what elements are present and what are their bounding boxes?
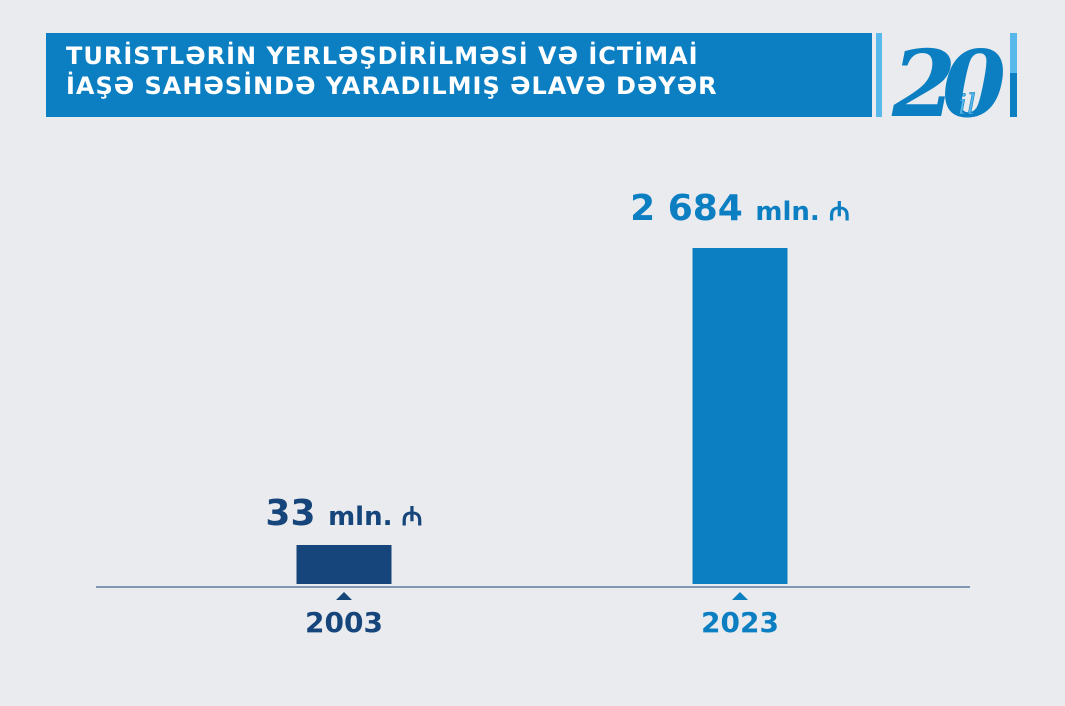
logo-word: il [958,88,976,121]
logo-stripe-right-top [1010,33,1017,73]
logo-number: 20 [891,30,1005,122]
logo-stripe-right [1010,33,1017,117]
title-line-2: İAŞƏ SAHƏSİNDƏ YARADILMIŞ ƏLAVƏ DƏYƏR [66,72,718,100]
x-tick-label-2003: 2003 [305,606,383,639]
bar-2003 [296,545,392,584]
anniversary-20-logo: 20 il [891,30,1008,122]
x-tick-label-2023: 2023 [701,606,779,639]
logo-stripe-left [876,33,882,117]
title-line-1: TURİSTLƏRİN YERLƏŞDİRİLMƏSİ VƏ İCTİMAİ [66,42,699,70]
tick-marker-2023 [732,592,748,600]
title-banner: TURİSTLƏRİN YERLƏŞDİRİLMƏSİ VƏ İCTİMAİ İ… [46,33,872,117]
chart-title: TURİSTLƏRİN YERLƏŞDİRİLMƏSİ VƏ İCTİMAİ İ… [66,41,718,101]
tick-marker-2003 [336,592,352,600]
data-label-2023: 2 684 mln. ₼ [630,188,850,229]
data-label-2003: 33 mln. ₼ [265,493,422,534]
bar-2023 [692,248,788,584]
